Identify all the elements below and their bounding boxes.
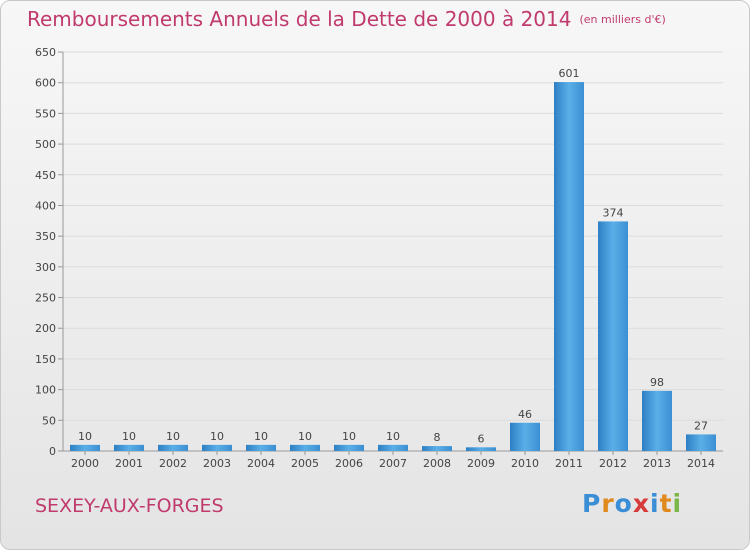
y-tick-label: 0 (49, 445, 56, 458)
bar (422, 446, 452, 451)
bar-value-label: 46 (518, 408, 532, 421)
bar (686, 434, 716, 451)
logo-letter: r (601, 489, 615, 518)
bar (114, 444, 144, 451)
bar-value-label: 8 (434, 431, 441, 444)
bar (290, 444, 320, 451)
x-tick-label: 2005 (291, 457, 319, 470)
bar (202, 444, 232, 451)
logo-letter: i (650, 489, 660, 518)
chart-title-text: Remboursements Annuels de la Dette de 20… (27, 7, 572, 31)
y-tick-label: 350 (35, 230, 56, 243)
bar (334, 444, 364, 451)
bar-value-label: 10 (78, 430, 92, 443)
logo-letter: i (672, 489, 683, 518)
x-tick-label: 2000 (71, 457, 99, 470)
logo-letter: t (659, 489, 673, 518)
x-tick-label: 2010 (511, 457, 539, 470)
chart-title: Remboursements Annuels de la Dette de 20… (27, 7, 666, 31)
bar (158, 444, 188, 451)
bar (466, 447, 496, 451)
x-tick-label: 2009 (467, 457, 495, 470)
bar-value-label: 10 (166, 430, 180, 443)
y-tick-label: 650 (35, 46, 56, 59)
chart-unit: (en milliers d'€) (579, 13, 666, 26)
y-tick-label: 450 (35, 169, 56, 182)
y-tick-label: 150 (35, 353, 56, 366)
bar-value-label: 10 (122, 430, 136, 443)
commune-name: SEXEY-AUX-FORGES (35, 495, 224, 517)
x-tick-label: 2014 (687, 457, 715, 470)
bar (642, 390, 672, 451)
logo-letter: x (632, 489, 650, 518)
y-tick-label: 300 (35, 261, 56, 274)
x-tick-label: 2001 (115, 457, 143, 470)
y-tick-label: 250 (35, 292, 56, 305)
bar-value-label: 6 (478, 432, 485, 445)
bar-value-label: 98 (650, 376, 664, 389)
bar (246, 444, 276, 451)
y-tick-label: 500 (35, 138, 56, 151)
x-tick-label: 2002 (159, 457, 187, 470)
logo-letter: o (614, 489, 633, 518)
x-tick-label: 2011 (555, 457, 583, 470)
bar (510, 422, 540, 451)
x-tick-label: 2004 (247, 457, 275, 470)
bar (70, 444, 100, 451)
y-tick-label: 550 (35, 107, 56, 120)
bar (598, 221, 628, 451)
bar (378, 444, 408, 451)
x-tick-label: 2003 (203, 457, 231, 470)
bar-value-label: 10 (342, 430, 356, 443)
bar-value-label: 27 (694, 419, 708, 432)
logo-letter: P (582, 489, 602, 518)
proxiti-logo: Proxiti (582, 489, 682, 518)
x-tick-label: 2006 (335, 457, 363, 470)
x-tick-label: 2013 (643, 457, 671, 470)
y-tick-label: 600 (35, 77, 56, 90)
y-tick-label: 400 (35, 199, 56, 212)
x-tick-label: 2007 (379, 457, 407, 470)
y-tick-label: 200 (35, 322, 56, 335)
bar-value-label: 10 (254, 430, 268, 443)
bar-value-label: 10 (210, 430, 224, 443)
y-tick-label: 100 (35, 384, 56, 397)
bar (554, 82, 584, 451)
y-tick-label: 50 (42, 414, 56, 427)
x-tick-label: 2012 (599, 457, 627, 470)
bar-value-label: 601 (559, 67, 580, 80)
bar-value-label: 374 (603, 206, 624, 219)
bar-value-label: 10 (298, 430, 312, 443)
x-tick-label: 2008 (423, 457, 451, 470)
bar-value-label: 10 (386, 430, 400, 443)
